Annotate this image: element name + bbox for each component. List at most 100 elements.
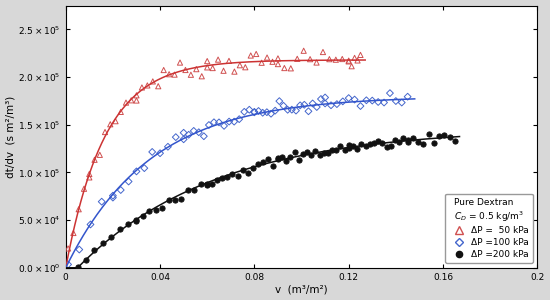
- Point: [440, 133, 449, 138]
- Point: [164, 198, 173, 203]
- Point: [361, 144, 370, 149]
- Point: [318, 50, 327, 54]
- Point: [399, 136, 408, 141]
- Point: [132, 218, 141, 223]
- Point: [64, 262, 73, 267]
- Point: [81, 257, 90, 262]
- Point: [262, 110, 271, 115]
- Point: [192, 67, 201, 71]
- Point: [139, 214, 147, 219]
- Point: [306, 57, 315, 62]
- Point: [268, 59, 277, 64]
- Point: [218, 175, 227, 180]
- Point: [85, 172, 94, 176]
- Point: [213, 178, 222, 182]
- Point: [374, 100, 383, 104]
- Point: [299, 48, 308, 53]
- Point: [267, 111, 276, 116]
- Point: [263, 55, 272, 60]
- Point: [219, 68, 228, 73]
- Point: [403, 140, 412, 145]
- Point: [273, 157, 282, 161]
- Point: [224, 58, 233, 63]
- Point: [179, 137, 188, 142]
- Point: [196, 182, 205, 187]
- Point: [117, 188, 125, 192]
- Point: [117, 110, 125, 114]
- Point: [111, 119, 120, 124]
- Point: [350, 56, 359, 60]
- Point: [95, 152, 104, 157]
- Point: [163, 144, 172, 149]
- Point: [148, 149, 157, 154]
- Point: [294, 157, 303, 162]
- Point: [386, 91, 394, 95]
- Point: [170, 198, 179, 203]
- Point: [122, 100, 130, 105]
- Point: [64, 246, 73, 251]
- Point: [200, 134, 208, 139]
- Point: [74, 207, 83, 212]
- Point: [246, 53, 255, 58]
- Point: [138, 85, 146, 90]
- Point: [370, 141, 378, 146]
- Point: [283, 107, 292, 112]
- Point: [205, 123, 213, 128]
- Point: [175, 60, 184, 65]
- Point: [248, 165, 257, 170]
- Point: [235, 117, 244, 122]
- Point: [299, 152, 307, 157]
- Point: [327, 103, 336, 108]
- Point: [194, 130, 203, 135]
- Point: [208, 66, 217, 70]
- Point: [214, 57, 223, 62]
- Point: [127, 98, 136, 103]
- Point: [450, 139, 459, 143]
- Point: [189, 128, 198, 133]
- Point: [151, 208, 160, 212]
- Point: [219, 124, 228, 128]
- Point: [238, 168, 247, 172]
- Point: [338, 57, 346, 62]
- Point: [223, 175, 232, 180]
- Point: [240, 110, 249, 114]
- Point: [278, 155, 287, 160]
- Point: [97, 199, 106, 204]
- Point: [254, 109, 263, 113]
- Point: [378, 140, 387, 145]
- Point: [325, 57, 334, 62]
- Point: [288, 107, 296, 112]
- Point: [349, 143, 358, 148]
- Point: [312, 60, 321, 65]
- Point: [392, 99, 400, 103]
- Point: [156, 151, 164, 156]
- Point: [332, 57, 340, 62]
- Point: [170, 72, 179, 77]
- Point: [203, 59, 212, 64]
- Point: [143, 83, 152, 88]
- Point: [184, 132, 193, 137]
- Point: [403, 137, 412, 142]
- Point: [235, 63, 244, 68]
- Point: [250, 110, 258, 114]
- Point: [279, 103, 288, 108]
- Point: [254, 162, 262, 167]
- Point: [344, 143, 353, 148]
- Point: [90, 248, 99, 252]
- Point: [186, 72, 195, 77]
- Point: [344, 96, 353, 100]
- Point: [344, 146, 353, 150]
- Point: [140, 166, 148, 171]
- Point: [387, 143, 395, 148]
- Point: [350, 97, 359, 102]
- Point: [395, 140, 404, 144]
- Point: [323, 150, 332, 155]
- Point: [321, 95, 329, 100]
- Point: [75, 247, 84, 252]
- Point: [203, 183, 212, 188]
- Point: [268, 163, 277, 168]
- Point: [287, 66, 295, 71]
- Point: [208, 181, 217, 186]
- Point: [252, 52, 261, 56]
- Point: [347, 64, 356, 69]
